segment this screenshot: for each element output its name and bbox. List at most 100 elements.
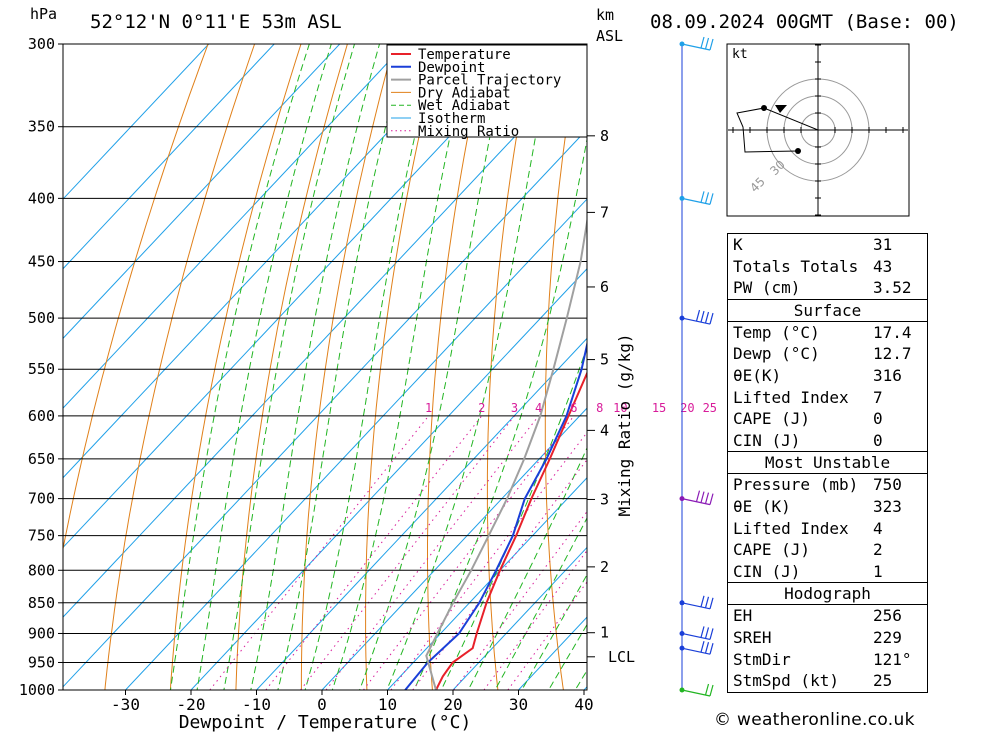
mu-li-value: 4 (873, 518, 883, 538)
pressure-tick-label: 300 (28, 35, 55, 53)
surface-section: Surface Temp (°C) 17.4 Dewp (°C) 12.7 θE(K… (728, 300, 927, 453)
pressure-tick-label: 650 (28, 450, 55, 468)
wind-barb-flag (695, 490, 701, 502)
surface-dewp-row: Dewp (°C) 12.7 (728, 343, 927, 365)
storm-motion-marker (775, 105, 787, 113)
mixing-ratio-line (325, 415, 539, 690)
wet-adiabat-line (250, 44, 381, 690)
pressure-tick-label: 600 (28, 407, 55, 425)
wind-barb-flag (695, 309, 701, 322)
pressure-tick-label: 800 (28, 561, 55, 579)
mixing-ratio-labels: 1 2 3 4 6 8 10 15 20 25 (425, 401, 717, 415)
pressure-tick-label: 900 (28, 624, 55, 642)
wind-barb-flag (704, 642, 710, 654)
asl-label: ASL (596, 27, 623, 45)
mu-cape-label: CAPE (J) (733, 540, 811, 560)
mixing-ratio-tick-label: 2 (478, 401, 485, 415)
pressure-tick-label: 700 (28, 490, 55, 508)
legend-entry: Parcel Trajectory (418, 73, 561, 89)
stmspd-row: StmSpd (kt) 25 (728, 670, 927, 692)
legend-entry: Wet Adiabat (418, 98, 511, 114)
isotherm-line (386, 477, 587, 690)
sreh-value: 229 (873, 627, 902, 647)
datetime-label: 08.09.2024 00GMT (Base: 00) (650, 11, 959, 33)
isotherm-line (255, 337, 587, 690)
mixing-ratio-line (300, 415, 515, 690)
surface-cin-label: CIN (J) (733, 430, 801, 450)
legend-entry: Isotherm (418, 111, 485, 127)
mixing-ratio-tick-label: 3 (511, 401, 518, 415)
mixing-ratio-tick-label: 8 (596, 401, 603, 415)
pressure-tick-label: 350 (28, 118, 55, 136)
surface-title: Surface (728, 300, 927, 322)
k-index-value: 31 (873, 235, 893, 254)
stmspd-value: 25 (873, 671, 893, 691)
most-unstable-title: Most Unstable (728, 452, 927, 475)
pressure-tick-label: 450 (28, 253, 55, 271)
dry-adiabat-line (656, 0, 701, 716)
wind-barb-flag (704, 492, 710, 504)
temperature-tick-label: 10 (378, 695, 397, 714)
wet-adiabat-line (169, 44, 310, 690)
totals-totals-row: Totals Totals 43 (728, 256, 927, 278)
pressure-tick-label: 550 (28, 360, 55, 378)
surface-temp-row: Temp (°C) 17.4 (728, 322, 927, 344)
mixing-ratio-tick-label: 1 (425, 401, 432, 415)
pressure-unit-label: hPa (30, 5, 57, 23)
wet-adiabat-line (223, 44, 356, 690)
mixing-ratio-tick-label: 10 (613, 401, 627, 415)
eh-label: EH (733, 606, 753, 626)
mu-cape-value: 2 (873, 540, 883, 560)
indices-panel: K 31 Totals Totals 43 PW (cm) 3.52 Surface … (727, 233, 928, 693)
wind-barb-shaft (681, 689, 711, 697)
isotherm-line (63, 44, 275, 270)
mu-cin-value: 1 (873, 561, 883, 581)
km-label: km (596, 6, 614, 24)
wind-barb-flag (704, 596, 710, 608)
wind-barb-shaft (681, 498, 711, 506)
wind-barb-shaft (681, 647, 711, 655)
isotherm-line (63, 44, 341, 340)
profiles (404, 216, 587, 690)
parcel-trajectory-profile (425, 216, 587, 690)
temperature-tick-label: -20 (177, 695, 206, 714)
height-tick-label: 6 (600, 278, 609, 296)
hodograph-point (761, 105, 767, 111)
mu-pressure-row: Pressure (mb) 750 (728, 474, 927, 496)
wet-adiabat-line (440, 345, 587, 690)
surface-temp-label: Temp (°C) (733, 322, 820, 342)
wind-barb-flag (700, 310, 705, 323)
temperature-tick-label: -10 (242, 695, 271, 714)
surface-dewp-label: Dewp (°C) (733, 344, 820, 364)
surface-cape-value: 0 (873, 409, 883, 429)
isotherm-line (190, 267, 587, 690)
wind-barb-shaft (681, 197, 711, 205)
isotherm-line (63, 44, 406, 409)
copyright-footer: © weatheronline.co.uk (714, 710, 915, 730)
isotherm-line (63, 44, 210, 200)
isobars (63, 43, 587, 691)
height-axis: 8 7 6 5 4 3 2 1 LCL (587, 127, 635, 666)
surface-theta-row: θE(K) 316 (728, 365, 927, 387)
wind-barb-flag (704, 192, 710, 204)
totals-totals-value: 43 (873, 256, 893, 276)
sreh-row: SREH 229 (728, 627, 927, 649)
mu-theta-row: θE (K) 323 (728, 496, 927, 518)
temperature-tick-label: 0 (317, 695, 327, 714)
wet-adiabat-line (521, 573, 587, 690)
mu-theta-label: θE (K) (733, 496, 791, 516)
height-tick-label: 3 (600, 490, 609, 508)
mu-cin-label: CIN (J) (733, 561, 801, 581)
wind-barb-shaft (681, 602, 711, 610)
temperature-tick-label: -30 (111, 695, 140, 714)
mu-pressure-value: 750 (873, 475, 902, 495)
wind-barb-flag (704, 311, 710, 324)
stmspd-label: StmSpd (kt) (733, 671, 839, 691)
eh-row: EH 256 (728, 605, 927, 627)
wind-barb-flag (704, 37, 710, 50)
wind-barb-flag (709, 193, 714, 205)
height-tick-label: 2 (600, 558, 609, 576)
isotherm-line (63, 128, 587, 688)
surface-cin-row: CIN (J) 0 (728, 430, 927, 452)
